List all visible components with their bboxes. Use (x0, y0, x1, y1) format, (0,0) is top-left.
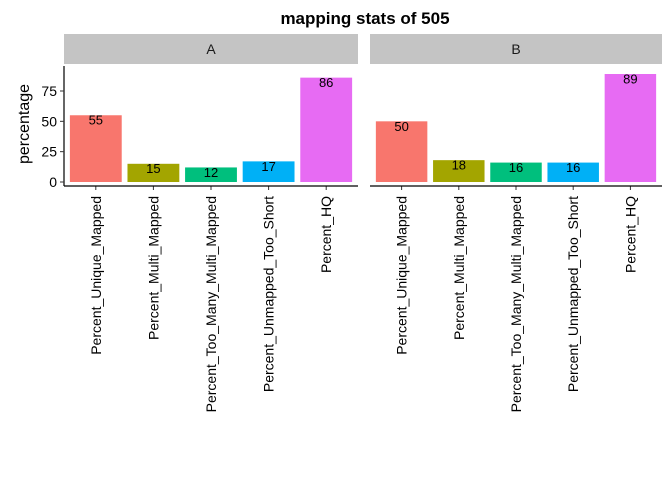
x-tick-label: Percent_Unmapped_Too_Short (261, 196, 277, 392)
data-label: 18 (452, 158, 466, 173)
x-tick-label: Percent_HQ (318, 196, 334, 273)
data-label: 17 (261, 159, 275, 174)
bar-A-Percent_Unmapped_Too_Short (242, 161, 295, 182)
y-tick-label: 50 (41, 113, 57, 129)
bar-A-Percent_Multi_Mapped (127, 163, 180, 182)
y-axis: 0 25 50 75 (41, 66, 65, 190)
facet-strip (370, 34, 662, 64)
bar-A-Percent_Too_Many_Multi_Mapped (185, 167, 237, 182)
bar-B-Percent_Unique_Mapped (375, 121, 428, 182)
bar-B-Percent_Multi_Mapped (433, 160, 485, 182)
data-label: 16 (509, 160, 523, 175)
x-tick-label: Percent_Unique_Mapped (88, 196, 104, 355)
y-axis-label: percentage (16, 84, 33, 164)
facet-panel-B: B 50 Percent_Unique_Mapped 18 Percent_Multi_… (370, 34, 662, 412)
data-label: 86 (319, 75, 333, 90)
x-tick-label: Percent_Too_Many_Multi_Mapped (508, 196, 524, 412)
data-label: 89 (623, 71, 637, 86)
y-tick-label: 0 (49, 174, 57, 190)
data-label: 55 (89, 113, 103, 128)
y-tick-label: 75 (41, 83, 57, 99)
y-tick-label: 25 (41, 144, 57, 160)
bar-B-Percent_Too_Many_Multi_Mapped (490, 162, 542, 182)
bar-B-Percent_HQ (604, 74, 657, 182)
data-label: 12 (204, 165, 218, 180)
bar-A-Percent_HQ (300, 77, 353, 182)
x-tick-label: Percent_Multi_Mapped (451, 196, 467, 340)
x-tick-label: Percent_Unmapped_Too_Short (565, 196, 581, 392)
data-label: 50 (394, 119, 408, 134)
facet-strip-label: B (511, 41, 520, 57)
x-tick-label: Percent_HQ (622, 196, 638, 273)
chart-title: mapping stats of 505 (280, 9, 449, 28)
facet-strip (64, 34, 358, 64)
x-tick-label: Percent_Too_Many_Multi_Mapped (203, 196, 219, 412)
x-tick-label: Percent_Multi_Mapped (145, 196, 161, 340)
bar-B-Percent_Unmapped_Too_Short (547, 162, 599, 182)
facet-strip-label: A (206, 41, 216, 57)
data-label: 16 (566, 160, 580, 175)
data-label: 15 (146, 161, 160, 176)
bar-A-Percent_Unique_Mapped (69, 115, 122, 182)
x-tick-label: Percent_Unique_Mapped (394, 196, 410, 355)
facet-panels: A 55 Percent_Unique_Mapped 15 Percent_Multi_… (64, 34, 662, 412)
facet-panel-A: A 55 Percent_Unique_Mapped 15 Percent_Multi_… (64, 34, 358, 412)
